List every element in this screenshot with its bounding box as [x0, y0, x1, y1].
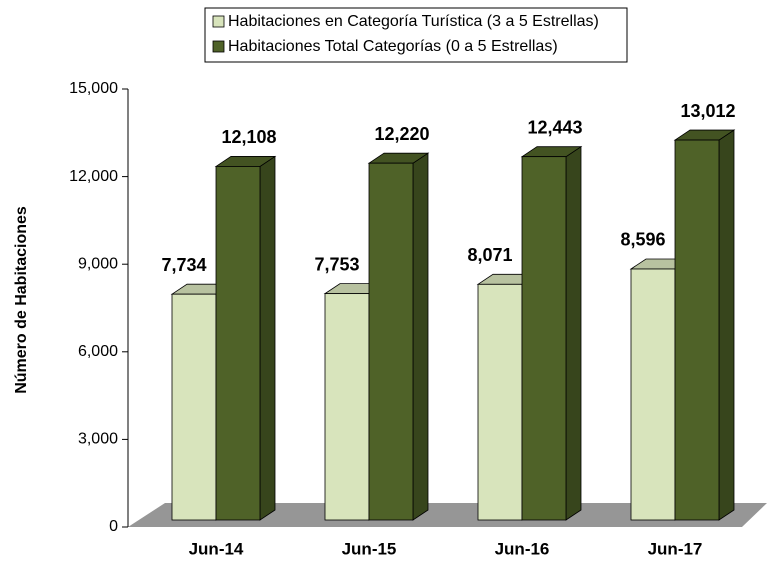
- value-label: 7,753: [314, 254, 359, 274]
- bar: [171, 293, 217, 521]
- bar: [368, 162, 414, 521]
- y-tick-label: 15,000: [69, 80, 118, 97]
- legend-box: [204, 7, 628, 63]
- value-label: 13,012: [680, 101, 735, 121]
- bar: [630, 268, 676, 521]
- legend-label: Habitaciones en Categoría Turística (3 a…: [228, 13, 599, 30]
- legend-label: Habitaciones Total Categorías (0 a 5 Est…: [228, 38, 558, 55]
- bar: [674, 139, 720, 521]
- y-tick-label: 6,000: [78, 343, 118, 360]
- x-tick-label: Jun-14: [189, 539, 244, 558]
- bar-side: [412, 152, 429, 521]
- y-axis-label: Número de Habitaciones: [13, 206, 30, 394]
- bar-side: [259, 155, 276, 521]
- bar-side: [565, 145, 582, 521]
- y-tick-label: 0: [109, 518, 118, 535]
- x-tick-label: Jun-17: [648, 539, 703, 558]
- bar-side: [718, 129, 735, 521]
- bar: [324, 293, 370, 521]
- value-label: 8,071: [467, 245, 512, 265]
- y-tick-label: 12,000: [69, 168, 118, 185]
- legend-swatch: [212, 40, 225, 53]
- value-label: 12,443: [527, 117, 582, 137]
- x-tick-label: Jun-15: [342, 539, 397, 558]
- bar: [215, 166, 261, 521]
- y-tick-label: 3,000: [78, 431, 118, 448]
- bar: [477, 283, 523, 521]
- y-tick-label: 9,000: [78, 255, 118, 272]
- value-label: 8,596: [620, 230, 665, 250]
- bar: [521, 156, 567, 521]
- value-label: 12,108: [221, 127, 276, 147]
- floor: [128, 503, 767, 527]
- x-tick-label: Jun-16: [495, 539, 550, 558]
- value-label: 12,220: [374, 124, 429, 144]
- legend-swatch: [212, 15, 225, 28]
- value-label: 7,734: [161, 255, 206, 275]
